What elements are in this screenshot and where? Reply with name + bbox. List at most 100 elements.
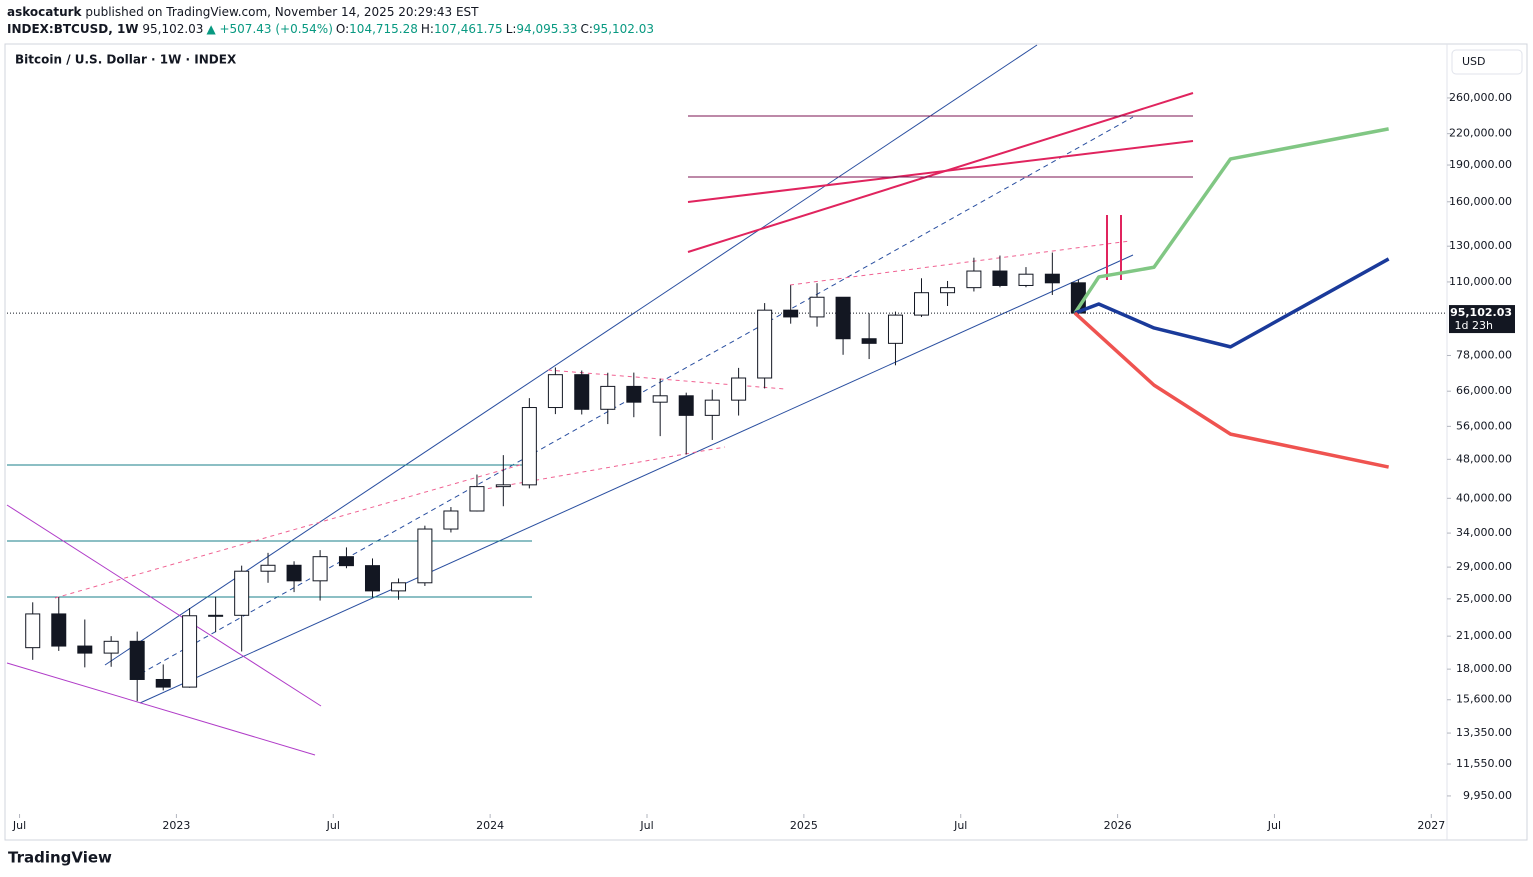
- y-tick-label: 40,000.00: [1456, 491, 1512, 504]
- y-tick-label: 18,000.00: [1456, 662, 1512, 675]
- chart-frame: [4, 43, 1528, 841]
- last-price: 95,102.03: [142, 22, 204, 36]
- x-tick-label: Jul: [953, 819, 967, 832]
- candle-body: [521, 407, 537, 486]
- price-tag-label: 95,102.03: [1450, 306, 1512, 319]
- price-tag: [1449, 305, 1515, 334]
- y-tick-label: 13,350.00: [1456, 726, 1512, 739]
- candle-body: [495, 484, 511, 488]
- x-tick-label: Jul: [639, 819, 653, 832]
- candle-body: [783, 309, 799, 318]
- ohlc-value: 104,715.28: [349, 22, 418, 36]
- candle-body: [182, 615, 198, 688]
- projection-line: [1073, 127, 1389, 315]
- candle-body: [652, 395, 668, 403]
- projection-line: [1074, 257, 1390, 349]
- y-tick-label: 160,000.00: [1449, 195, 1512, 208]
- candle-body: [835, 296, 851, 340]
- candle-body: [391, 582, 407, 592]
- trend-line: [139, 254, 1134, 704]
- y-tick-label: 15,600.00: [1456, 693, 1512, 706]
- x-tick-label: 2027: [1417, 819, 1445, 832]
- candle-body: [417, 528, 433, 584]
- candle-body: [1018, 273, 1034, 286]
- candle-body: [260, 564, 276, 572]
- ohlc-label: O:: [335, 22, 350, 36]
- ohlc: O:104,715.28 H:107,461.75 L:94,095.33 C:95,…: [336, 22, 657, 36]
- currency-button[interactable]: [1451, 49, 1523, 75]
- ohlc-value: 95,102.03: [592, 22, 654, 36]
- candle-body: [887, 314, 903, 344]
- candle-body: [155, 678, 171, 688]
- y-tick-label: 9,950.00: [1463, 789, 1512, 802]
- candle-body: [600, 385, 616, 410]
- candle-body: [129, 640, 145, 680]
- chart-title: Bitcoin / U.S. Dollar · 1W · INDEX: [15, 53, 237, 67]
- candle-body: [286, 564, 302, 582]
- y-tick-label: 56,000.00: [1456, 419, 1512, 432]
- trend-line: [6, 504, 322, 707]
- candle-body: [364, 565, 380, 592]
- x-tick-label: 2026: [1104, 819, 1132, 832]
- x-tick-label: Jul: [12, 819, 26, 832]
- candle-body: [103, 640, 119, 654]
- candle-body: [574, 374, 590, 410]
- candle-body: [208, 614, 224, 617]
- candle-body: [338, 556, 354, 567]
- brand-logo[interactable]: TradingView: [8, 849, 112, 867]
- symbol: INDEX:BTCUSD, 1W: [7, 22, 139, 36]
- candle-body: [757, 309, 773, 379]
- projection-line: [1073, 311, 1390, 469]
- y-tick-label: 25,000.00: [1456, 592, 1512, 605]
- candle-body: [966, 270, 982, 289]
- x-tick-label: Jul: [1267, 819, 1281, 832]
- candle-body: [312, 556, 328, 582]
- ohlc-label: H:: [420, 22, 434, 36]
- y-tick-label: 34,000.00: [1456, 526, 1512, 539]
- quote-line: INDEX:BTCUSD, 1W 95,102.03 ▲ +507.43 (+0.…: [7, 22, 660, 36]
- candle-body: [861, 338, 877, 344]
- trend-line: [104, 44, 1038, 666]
- trend-line: [6, 662, 316, 756]
- trend-line: [687, 140, 1194, 203]
- ohlc-value: 94,095.33: [516, 22, 578, 36]
- ohlc-label: L:: [505, 22, 517, 36]
- candle-body: [731, 377, 747, 401]
- ohlc-label: C:: [580, 22, 593, 36]
- candle-body: [992, 270, 1008, 286]
- x-tick-label: Jul: [326, 819, 340, 832]
- currency-label[interactable]: USD: [1462, 55, 1486, 68]
- y-tick-label: 78,000.00: [1456, 348, 1512, 361]
- candle-body: [626, 385, 642, 403]
- trend-line: [479, 446, 726, 491]
- candle-body: [234, 570, 250, 616]
- candle-body: [940, 287, 956, 294]
- change: ▲ +507.43 (+0.54%): [206, 22, 333, 36]
- ohlc-value: 107,461.75: [433, 22, 503, 36]
- countdown: 1d 23h: [1455, 319, 1493, 332]
- publish-info: published on TradingView.com, November 1…: [85, 5, 479, 19]
- candle-body: [25, 613, 41, 649]
- y-tick-label: 130,000.00: [1449, 239, 1512, 252]
- candle-body: [469, 486, 485, 512]
- candle-body: [51, 613, 67, 647]
- candle-body: [704, 399, 720, 416]
- author: askocaturk: [7, 5, 82, 19]
- x-tick-label: 2024: [476, 819, 504, 832]
- candle-body: [678, 395, 694, 416]
- candle-body: [809, 296, 825, 318]
- candle-body: [914, 292, 930, 316]
- trend-line: [54, 464, 521, 599]
- y-tick-label: 110,000.00: [1449, 275, 1512, 288]
- candle-body: [77, 645, 93, 654]
- y-tick-label: 48,000.00: [1456, 452, 1512, 465]
- y-tick-label: 66,000.00: [1456, 384, 1512, 397]
- y-tick-label: 260,000.00: [1449, 91, 1512, 104]
- trend-line: [132, 116, 1134, 679]
- candle-body: [443, 510, 459, 530]
- publish-line: askocaturk published on TradingView.com,…: [7, 5, 482, 19]
- drawings: [6, 44, 1194, 756]
- x-tick-label: 2023: [162, 819, 190, 832]
